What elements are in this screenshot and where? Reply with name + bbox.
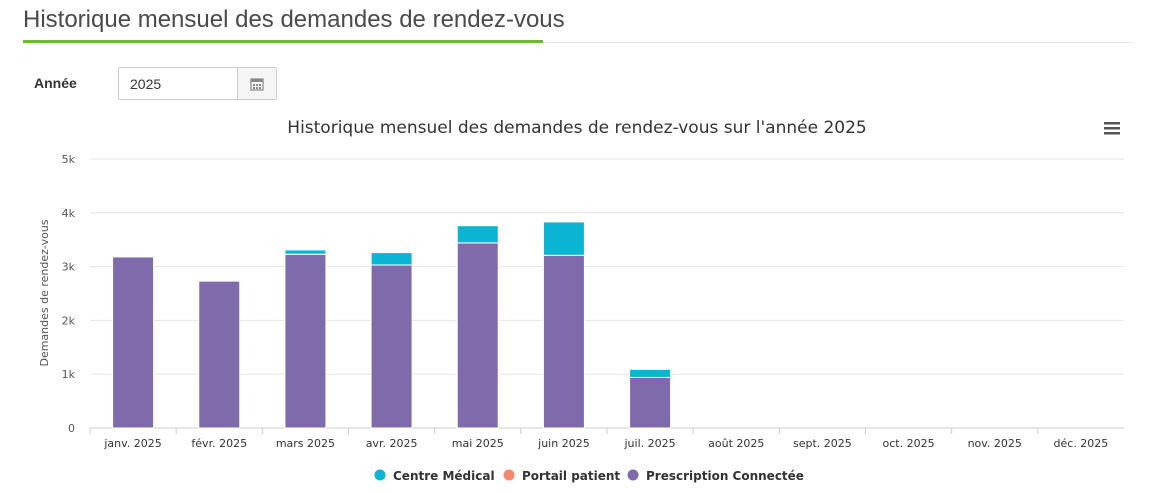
hamburger-menu-icon [1104, 122, 1120, 125]
y-tick-label: 5k [62, 153, 76, 166]
legend-marker [374, 469, 386, 481]
bar-prescription-connect-e[interactable] [456, 242, 499, 429]
x-tick-label: mars 2025 [276, 437, 335, 450]
y-tick-label: 3k [62, 261, 76, 274]
chart-menu-button[interactable] [1100, 117, 1124, 139]
x-tick-label: sept. 2025 [793, 437, 852, 450]
x-tick-label: janv. 2025 [103, 437, 161, 450]
x-tick-label: mai 2025 [452, 437, 504, 450]
y-tick-label: 2k [62, 314, 76, 327]
bar-prescription-connect-e[interactable] [198, 280, 241, 429]
legend-marker [503, 469, 515, 481]
title-underline [23, 40, 543, 43]
bar-prescription-connect-e[interactable] [542, 254, 585, 429]
y-tick-label: 0 [68, 422, 75, 435]
legend-label: Centre Médical [393, 469, 495, 483]
bar-prescription-connect-e[interactable] [629, 376, 672, 429]
x-tick-label: févr. 2025 [191, 437, 247, 450]
page-title: Historique mensuel des demandes de rende… [23, 6, 565, 33]
bar-centre-m-dical[interactable] [284, 249, 327, 255]
bar-prescription-connect-e[interactable] [112, 256, 155, 429]
year-input[interactable] [119, 68, 239, 99]
bar-centre-m-dical[interactable] [629, 368, 672, 378]
x-tick-label: août 2025 [708, 437, 764, 450]
x-tick-label: avr. 2025 [366, 437, 418, 450]
legend-marker [627, 469, 639, 481]
bar-prescription-connect-e[interactable] [284, 253, 327, 429]
bar-prescription-connect-e[interactable] [370, 264, 413, 429]
year-label: Année [34, 75, 77, 91]
bar-centre-m-dical[interactable] [456, 225, 499, 244]
bar-centre-m-dical[interactable] [370, 252, 413, 266]
calendar-button[interactable] [237, 68, 276, 99]
legend-label: Portail patient [522, 469, 620, 483]
page-header: Historique mensuel des demandes de rende… [23, 0, 1133, 43]
x-tick-label: déc. 2025 [1054, 437, 1109, 450]
year-picker[interactable] [118, 67, 277, 100]
x-tick-label: juil. 2025 [624, 437, 676, 450]
calendar-icon [250, 77, 264, 91]
y-axis-label: Demandes de rendez-vous [38, 219, 51, 366]
legend-item[interactable]: Centre Médical [374, 469, 495, 483]
legend-item[interactable]: Portail patient [503, 469, 621, 483]
legend-item[interactable]: Prescription Connectée [627, 469, 804, 483]
x-tick-label: oct. 2025 [883, 437, 935, 450]
y-tick-label: 4k [62, 207, 76, 220]
y-tick-label: 1k [62, 368, 76, 381]
x-tick-label: nov. 2025 [968, 437, 1022, 450]
chart-title: Historique mensuel des demandes de rende… [287, 118, 866, 138]
x-tick-label: juin 2025 [537, 437, 590, 450]
legend-label: Prescription Connectée [646, 469, 804, 483]
bar-centre-m-dical[interactable] [542, 221, 585, 256]
